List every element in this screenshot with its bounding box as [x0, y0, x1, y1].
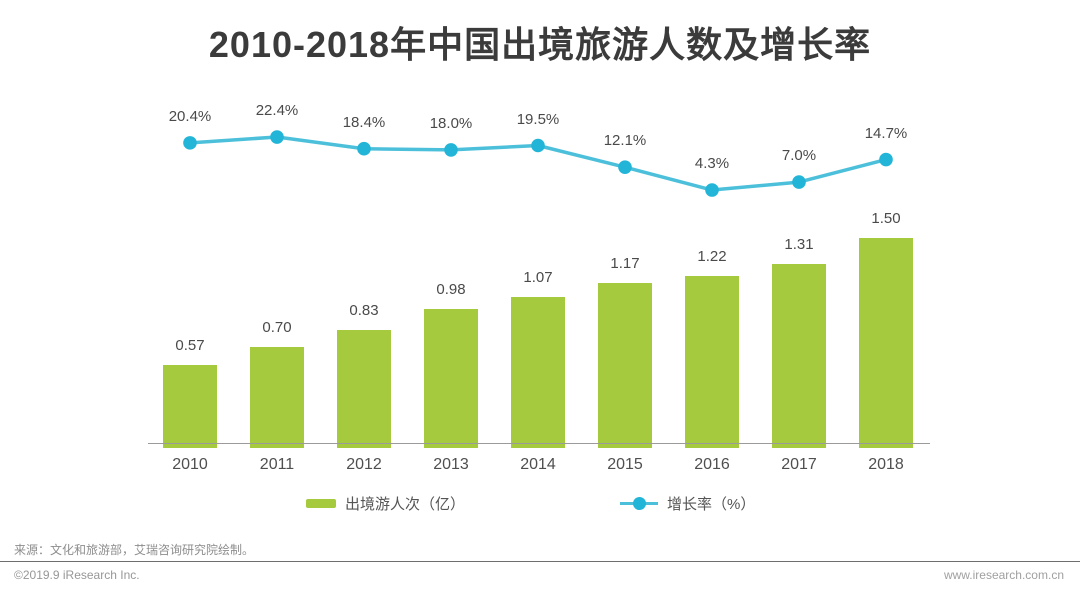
growth-label-2015: 12.1%: [603, 132, 647, 150]
bar-2016: [685, 276, 739, 448]
bar-value-label-2012: 0.83: [349, 301, 379, 319]
legend-item-visits: 出境游人次（亿）: [306, 492, 465, 514]
footer-divider: [0, 561, 1080, 562]
bar-value-label-2013: 0.98: [436, 281, 466, 299]
growth-point-2016: [705, 183, 719, 197]
bar-value-label-2011: 0.70: [262, 319, 292, 337]
x-tick-label-2017: 2017: [781, 456, 817, 473]
growth-label-2012: 18.4%: [342, 113, 386, 131]
growth-label-2016: 4.3%: [694, 155, 730, 172]
legend: 出境游人次（亿） 增长率（%）: [0, 492, 1080, 514]
growth-label-2014: 19.5%: [516, 110, 560, 128]
bar-2017: [772, 263, 826, 448]
bar-value-label-2016: 1.22: [697, 248, 727, 266]
bar-2015: [598, 283, 652, 448]
bar-2010: [163, 365, 217, 448]
bar-2014: [511, 296, 565, 448]
footer-website: www.iresearch.com.cn: [943, 568, 1064, 582]
growth-point-2012: [357, 141, 371, 156]
bar-value-label-2010: 0.57: [175, 337, 205, 355]
bar-value-label-2015: 1.17: [610, 255, 640, 273]
growth-point-2011: [270, 130, 284, 144]
x-tick-label-2015: 2015: [607, 456, 643, 473]
x-axis-line: [148, 443, 930, 444]
growth-point-2017: [792, 175, 806, 189]
growth-label-2018: 14.7%: [864, 124, 908, 142]
legend-item-growth: 增长率（%）: [620, 492, 755, 514]
x-tick-label-2013: 2013: [433, 456, 469, 473]
bar-2012: [337, 329, 391, 448]
growth-point-2014: [531, 138, 545, 153]
growth-point-2013: [444, 143, 458, 157]
line-dot-swatch-icon: [620, 496, 658, 510]
bar-value-label-2014: 1.07: [523, 268, 553, 286]
bar-2013: [424, 309, 478, 448]
chart-title: 2010-2018年中国出境旅游人数及增长率: [208, 24, 872, 65]
bar-2018: [859, 237, 913, 448]
growth-point-2015: [618, 160, 632, 174]
x-tick-label-2012: 2012: [346, 456, 382, 473]
growth-point-2010: [183, 136, 197, 150]
legend-label-growth: 增长率（%）: [667, 495, 756, 513]
bar-value-label-2017: 1.31: [784, 235, 814, 253]
growth-label-2010: 20.4%: [168, 107, 212, 125]
footer-copyright: ©2019.9 iResearch Inc.: [14, 568, 140, 582]
growth-point-2018: [879, 152, 893, 167]
x-tick-label-2011: 2011: [259, 456, 295, 473]
bar-swatch-icon: [306, 498, 336, 508]
x-tick-label-2010: 2010: [172, 456, 208, 473]
bar-2011: [250, 347, 304, 448]
bar-value-label-2018: 1.50: [871, 209, 901, 227]
footer-source-note: 来源：文化和旅游部，艾瑞咨询研究院绘制。: [14, 543, 255, 557]
x-tick-label-2018: 2018: [868, 456, 904, 473]
x-tick-label-2014: 2014: [520, 456, 556, 473]
x-tick-label-2016: 2016: [694, 456, 730, 473]
legend-label-visits: 出境游人次（亿）: [345, 495, 466, 513]
growth-label-2013: 18.0%: [429, 114, 473, 132]
growth-label-2017: 7.0%: [781, 147, 817, 165]
growth-label-2011: 22.4%: [255, 102, 299, 119]
